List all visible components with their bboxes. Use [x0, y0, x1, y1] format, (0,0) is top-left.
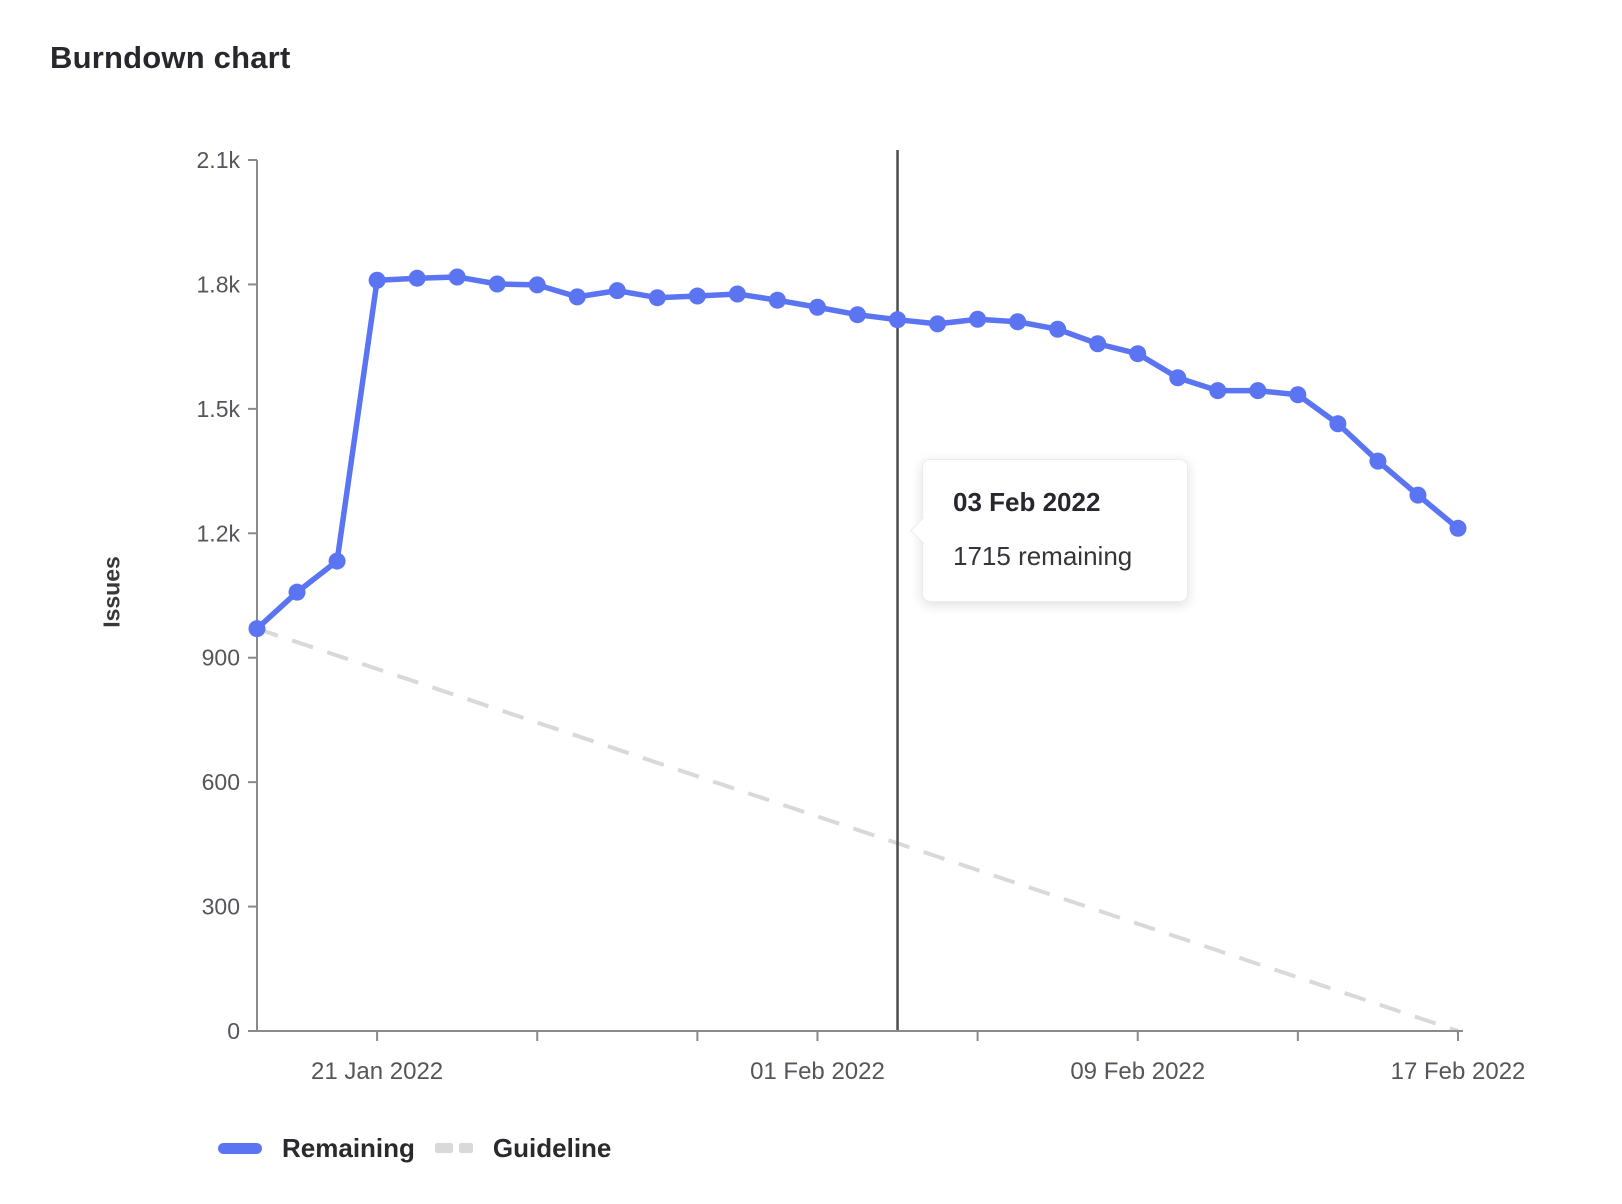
page-title: Burndown chart	[50, 40, 291, 75]
remaining-point[interactable]	[1289, 386, 1307, 404]
x-tick-label: 17 Feb 2022	[1391, 1058, 1526, 1085]
guideline-line	[256, 626, 1459, 1033]
y-tick-label: 300	[202, 894, 240, 920]
y-tick-label: 600	[202, 769, 240, 795]
tooltip-value: 1715 remaining	[953, 540, 1133, 571]
remaining-point[interactable]	[368, 271, 386, 289]
remaining-point[interactable]	[1329, 415, 1347, 433]
x-tick-label: 09 Feb 2022	[1070, 1058, 1205, 1085]
remaining-point[interactable]	[1169, 369, 1187, 387]
chart-tooltip: 03 Feb 2022 1715 remaining	[922, 459, 1188, 602]
remaining-point[interactable]	[849, 306, 866, 324]
remaining-point[interactable]	[929, 315, 947, 333]
remaining-point[interactable]	[969, 310, 987, 328]
remaining-point[interactable]	[808, 298, 826, 316]
remaining-point[interactable]	[528, 276, 546, 294]
remaining-point[interactable]	[608, 282, 626, 300]
remaining-point[interactable]	[688, 287, 706, 305]
remaining-point[interactable]	[1009, 313, 1027, 331]
x-tick-label: 01 Feb 2022	[750, 1058, 885, 1085]
x-tick-label: 21 Jan 2022	[311, 1058, 443, 1085]
y-axis-title: Issues	[98, 556, 125, 628]
remaining-point[interactable]	[448, 268, 466, 286]
tooltip-date: 03 Feb 2022	[953, 487, 1101, 517]
y-tick-label: 1.5k	[197, 396, 241, 422]
guideline-dash-swatch-icon	[434, 1143, 473, 1153]
remaining-point[interactable]	[1369, 452, 1387, 470]
remaining-line	[254, 274, 1461, 632]
remaining-point[interactable]	[728, 285, 746, 303]
remaining-point[interactable]	[288, 583, 306, 601]
y-tick-label: 0	[227, 1018, 240, 1044]
remaining-point[interactable]	[648, 289, 666, 307]
y-tick-label: 1.2k	[197, 520, 241, 546]
remaining-point[interactable]	[248, 620, 266, 638]
remaining-point[interactable]	[1129, 345, 1147, 363]
y-tick-label: 900	[202, 645, 240, 671]
remaining-point[interactable]	[568, 288, 586, 306]
y-tick-label: 1.8k	[197, 271, 241, 297]
y-tick-label: 2.1k	[197, 147, 241, 173]
remaining-point[interactable]	[1409, 486, 1427, 504]
legend-label-guideline: Guideline	[492, 1132, 612, 1163]
remaining-point[interactable]	[1089, 335, 1107, 353]
legend-label-remaining: Remaining	[282, 1132, 415, 1163]
legend-item-remaining[interactable]: Remaining	[218, 1133, 415, 1164]
remaining-point[interactable]	[768, 291, 786, 309]
remaining-line-swatch-icon	[218, 1142, 262, 1154]
remaining-point[interactable]	[1209, 382, 1227, 400]
chart-legend: Remaining Guideline	[218, 1126, 611, 1170]
remaining-point[interactable]	[1249, 382, 1267, 400]
legend-item-guideline[interactable]: Guideline	[434, 1132, 612, 1164]
remaining-point[interactable]	[1049, 320, 1067, 338]
remaining-point[interactable]	[889, 311, 907, 329]
remaining-point[interactable]	[1449, 519, 1467, 537]
remaining-point[interactable]	[408, 269, 426, 287]
remaining-point[interactable]	[488, 275, 506, 293]
remaining-point[interactable]	[328, 552, 346, 570]
